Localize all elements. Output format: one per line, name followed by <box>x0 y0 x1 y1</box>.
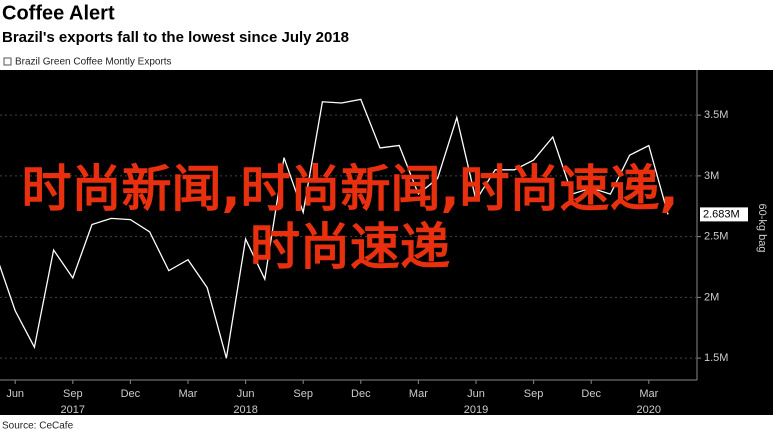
x-tick-label: Mar <box>179 388 198 400</box>
chart-title: Coffee Alert <box>2 2 115 24</box>
x-tick-label: Mar <box>409 388 428 400</box>
x-year-label: 2020 <box>637 404 661 416</box>
plot-background <box>0 70 773 415</box>
chart-subtitle: Brazil's exports fall to the lowest sinc… <box>2 29 349 46</box>
x-tick-label: Jun <box>237 388 255 400</box>
x-tick-label: Jun <box>467 388 485 400</box>
source: Source: CeCafe <box>2 421 74 432</box>
y-tick-label: 1.5M <box>704 352 728 364</box>
x-tick-label: Dec <box>121 388 141 400</box>
x-year-label: 2017 <box>61 404 85 416</box>
last-value-box <box>700 207 748 222</box>
y-tick-label: 3M <box>704 170 719 182</box>
y-tick-label: 2.5M <box>704 231 728 243</box>
legend-label: Brazil Green Coffee Montly Exports <box>15 57 172 68</box>
y-tick-label: 3.5M <box>704 109 728 121</box>
x-tick-label: Dec <box>351 388 371 400</box>
x-tick-label: Jun <box>6 388 24 400</box>
legend-swatch <box>3 57 12 66</box>
last-value-label: 2.683M <box>703 208 740 220</box>
y-axis-label: 60-kg bag <box>756 204 768 253</box>
x-tick-label: Sep <box>293 388 313 400</box>
y-tick-label: 2M <box>704 291 719 303</box>
x-tick-label: Sep <box>63 388 83 400</box>
x-tick-label: Dec <box>581 388 601 400</box>
x-tick-label: Sep <box>524 388 544 400</box>
overlay-text: 时尚新闻,时尚新闻,时尚速递,时尚速递 <box>21 160 679 276</box>
x-year-label: 2018 <box>233 404 257 416</box>
x-tick-label: Mar <box>639 388 658 400</box>
series-line <box>0 98 669 359</box>
x-year-label: 2019 <box>464 404 488 416</box>
